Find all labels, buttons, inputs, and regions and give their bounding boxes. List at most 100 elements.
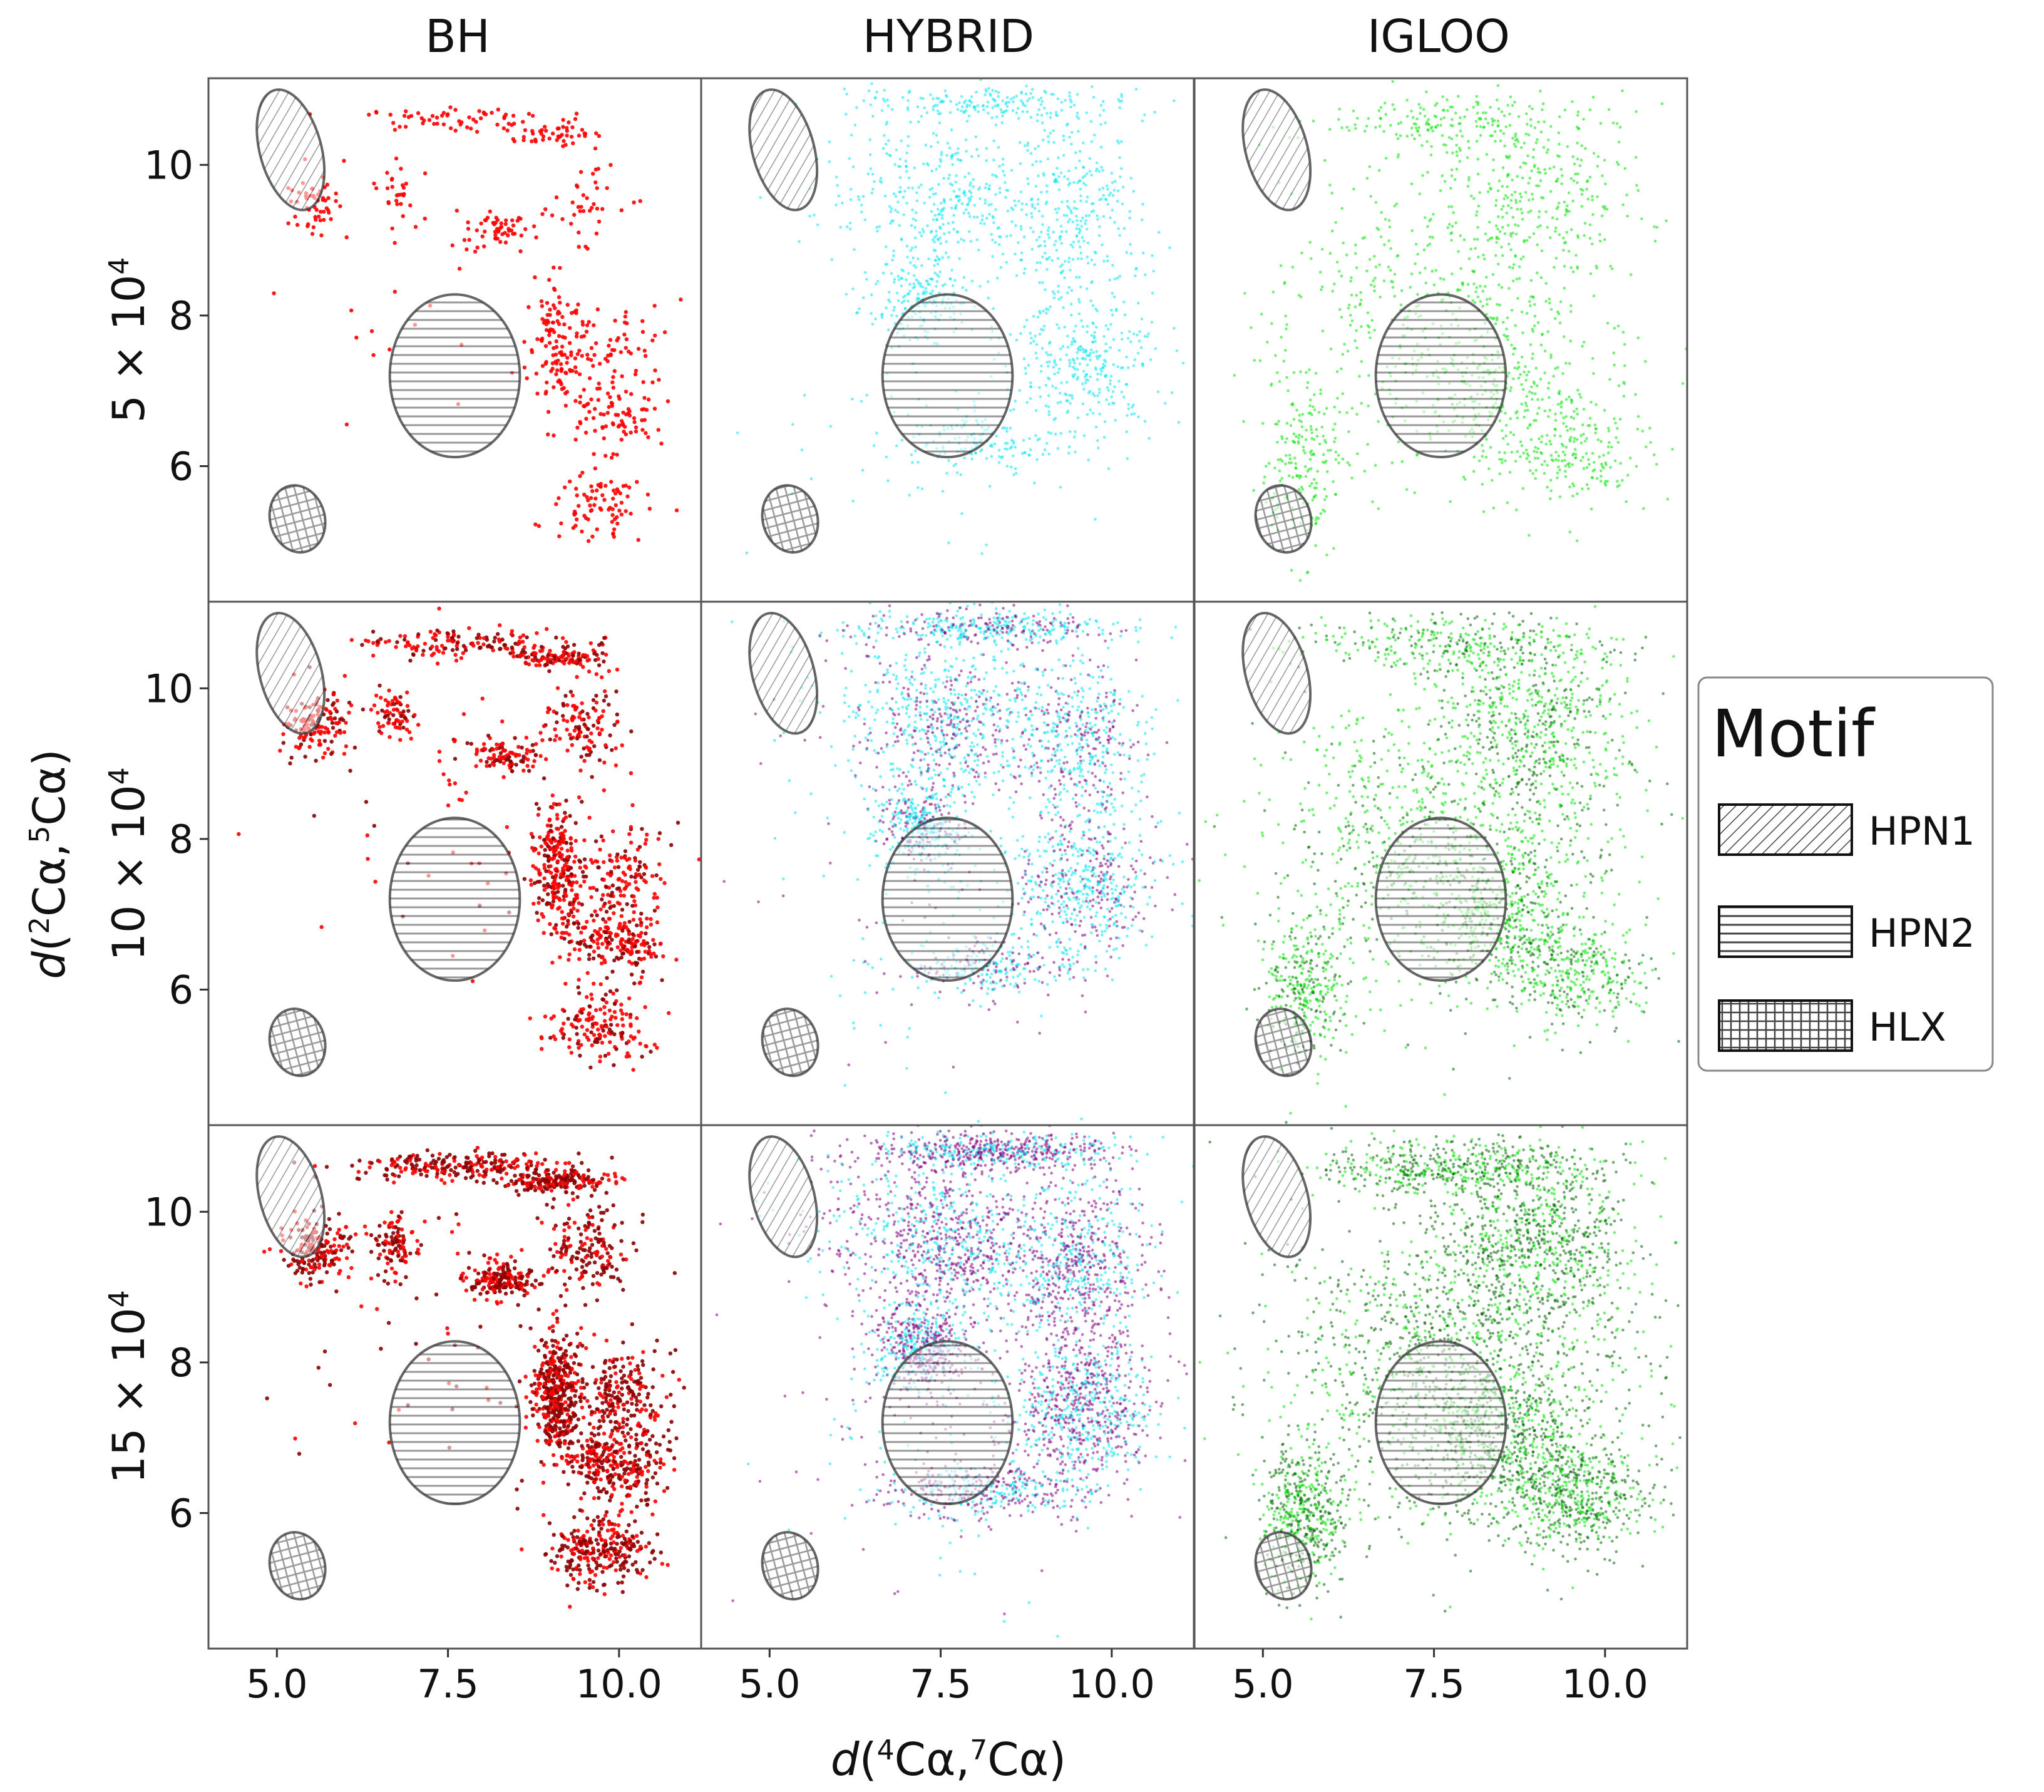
scatter-point (1072, 435, 1076, 439)
scatter-point (654, 1411, 658, 1416)
scatter-point (609, 1546, 614, 1550)
scatter-point (567, 1217, 572, 1221)
scatter-point (543, 1391, 547, 1395)
scatter-point (562, 661, 567, 666)
scatter-point (344, 235, 349, 240)
scatter-point (551, 1182, 555, 1187)
scatter-point (569, 910, 573, 915)
scatter-point (436, 1216, 441, 1220)
scatter-point (553, 1388, 558, 1392)
x-tick-label: 7.5 (417, 1661, 479, 1707)
scatter-point (581, 653, 585, 657)
scatter-point (622, 887, 627, 891)
scatter-point (282, 1257, 286, 1262)
scatter-point (609, 1553, 614, 1558)
scatter-point (580, 902, 584, 907)
scatter-point (640, 826, 644, 832)
scatter-point (583, 874, 588, 879)
scatter-point (599, 507, 603, 512)
scatter-point (541, 1480, 546, 1485)
scatter-point (1043, 240, 1046, 243)
scatter-point (659, 1457, 663, 1461)
scatter-point (562, 1470, 566, 1475)
scatter-point (886, 139, 890, 142)
scatter-point (610, 1264, 614, 1269)
scatter-point (339, 1248, 344, 1252)
scatter-point (523, 1425, 528, 1430)
scatter-point (533, 275, 537, 279)
scatter-point (895, 444, 898, 448)
scatter-point (500, 719, 505, 724)
scatter-point (444, 1155, 449, 1160)
scatter-point (585, 971, 590, 976)
scatter-series (262, 1145, 686, 1609)
scatter-point (519, 234, 523, 238)
scatter-point (603, 1359, 608, 1363)
scatter-point (629, 1460, 633, 1465)
scatter-point (595, 1037, 599, 1041)
scatter-point (522, 339, 526, 344)
scatter-point (383, 640, 388, 644)
scatter-point (635, 873, 640, 878)
scatter-point (849, 198, 853, 202)
scatter-point (405, 704, 410, 708)
scatter-point (954, 463, 958, 466)
scatter-point (434, 115, 439, 120)
scatter-point (560, 636, 565, 641)
scatter-point (603, 652, 609, 657)
scatter-point (548, 1361, 553, 1366)
scatter-point (645, 492, 650, 497)
scatter-point (628, 1361, 632, 1366)
scatter-point (620, 1446, 625, 1451)
scatter-point (558, 1294, 563, 1299)
scatter-point (601, 1517, 606, 1522)
scatter-point (399, 1227, 404, 1232)
scatter-point (528, 1016, 532, 1021)
scatter-point (567, 1161, 572, 1165)
scatter-point (549, 932, 553, 937)
scatter-point (604, 1510, 609, 1515)
scatter-point (609, 1419, 613, 1424)
scatter-point (518, 635, 523, 640)
scatter-point (637, 1392, 641, 1397)
scatter-point (548, 1424, 553, 1429)
scatter-point (599, 1489, 603, 1494)
scatter-point (609, 163, 613, 167)
scatter-point (611, 1203, 615, 1208)
scatter-point (629, 972, 634, 977)
scatter-point (543, 662, 548, 667)
scatter-point (521, 120, 525, 124)
scatter-point (641, 1350, 645, 1354)
scatter-point (576, 1379, 581, 1383)
scatter-point (1084, 358, 1087, 361)
scatter-point (933, 264, 936, 267)
scatter-point (439, 1178, 444, 1182)
scatter-point (563, 1185, 567, 1190)
scatter-point (583, 244, 588, 249)
y-tick-label: 6 (169, 1490, 193, 1536)
scatter-point (322, 209, 326, 214)
scatter-point (568, 657, 573, 662)
scatter-point (537, 659, 542, 664)
scatter-point (621, 1574, 626, 1578)
scatter-point (565, 748, 570, 753)
scatter-point (536, 918, 540, 923)
scatter-point (371, 641, 376, 645)
scatter-point (456, 1163, 461, 1167)
scatter-point (1067, 169, 1071, 173)
scatter-point (565, 1412, 570, 1417)
scatter-point (573, 708, 578, 712)
scatter-point (461, 1279, 466, 1283)
scatter-point (592, 353, 597, 358)
scatter-point (591, 364, 595, 368)
scatter-point (662, 1489, 667, 1493)
scatter-point (588, 1570, 593, 1575)
scatter-point (487, 1268, 491, 1272)
scatter-point (885, 455, 888, 459)
scatter-point (621, 951, 625, 955)
scatter-point (650, 380, 655, 384)
scatter-point (314, 758, 318, 763)
scatter-point (546, 1175, 550, 1179)
scatter-point (552, 926, 557, 930)
scatter-point (578, 883, 583, 888)
